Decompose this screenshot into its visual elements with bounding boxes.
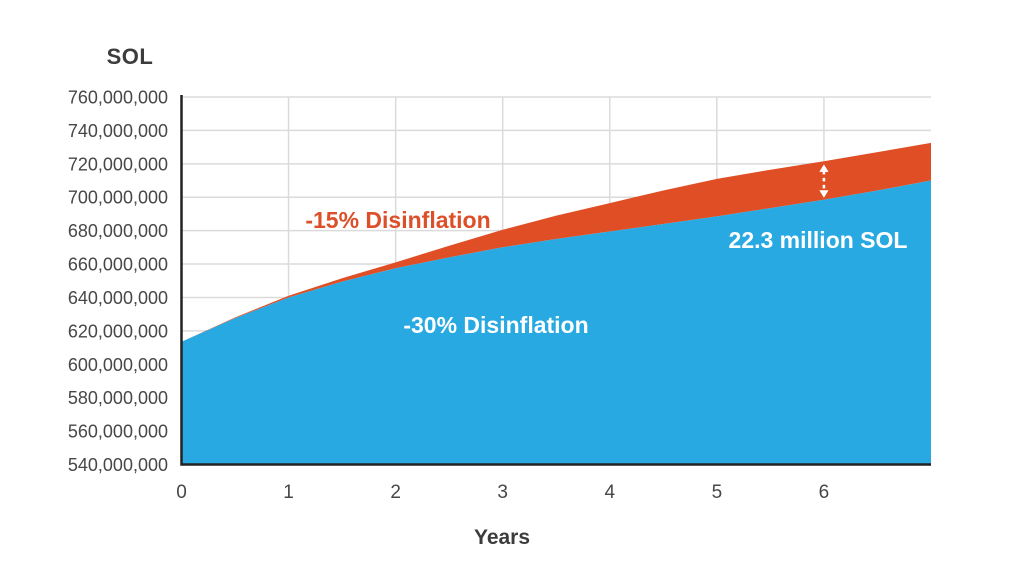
y-tick-label: 580,000,000 xyxy=(68,388,168,408)
tick-layer: 760,000,000 740,000,000 720,000,000 700,000… xyxy=(68,88,829,504)
annotation-gap-label: 22.3 million SOL xyxy=(729,227,908,253)
x-axis-label: Years xyxy=(474,526,530,549)
x-tick-label: 1 xyxy=(283,482,294,503)
x-tick-label: 4 xyxy=(604,482,615,503)
x-tick-label: 3 xyxy=(497,482,508,503)
gap-arrow-layer xyxy=(819,164,829,198)
y-tick-label: 680,000,000 xyxy=(68,221,168,241)
blue-area-30-disinflation xyxy=(181,180,931,465)
gap-arrow-head-up xyxy=(819,164,829,172)
y-tick-label: 620,000,000 xyxy=(68,321,168,341)
orange-area-15-disinflation xyxy=(181,142,931,342)
y-tick-label: 600,000,000 xyxy=(68,355,168,375)
y-tick-label: 540,000,000 xyxy=(68,455,168,475)
gap-arrow-head-down xyxy=(819,190,829,198)
y-tick-label: 700,000,000 xyxy=(68,188,168,208)
area-layer xyxy=(181,142,931,465)
y-tick-label: 640,000,000 xyxy=(68,288,168,308)
y-tick-label: 720,000,000 xyxy=(68,154,168,174)
x-tick-label: 5 xyxy=(712,482,723,503)
axis-layer xyxy=(180,95,931,466)
y-tick-label: 660,000,000 xyxy=(68,255,168,275)
y-tick-label: 760,000,000 xyxy=(68,88,168,108)
annotation-15-disinflation: -15% Disinflation xyxy=(305,207,490,233)
x-tick-label: 6 xyxy=(819,482,830,503)
x-tick-label: 0 xyxy=(176,482,187,503)
y-axis-title: SOL xyxy=(107,44,154,69)
y-tick-label: 560,000,000 xyxy=(68,422,168,442)
annotation-30-disinflation: -30% Disinflation xyxy=(403,312,588,338)
y-tick-label: 740,000,000 xyxy=(68,121,168,141)
x-tick-label: 2 xyxy=(390,482,401,503)
axis-lines xyxy=(180,95,931,466)
